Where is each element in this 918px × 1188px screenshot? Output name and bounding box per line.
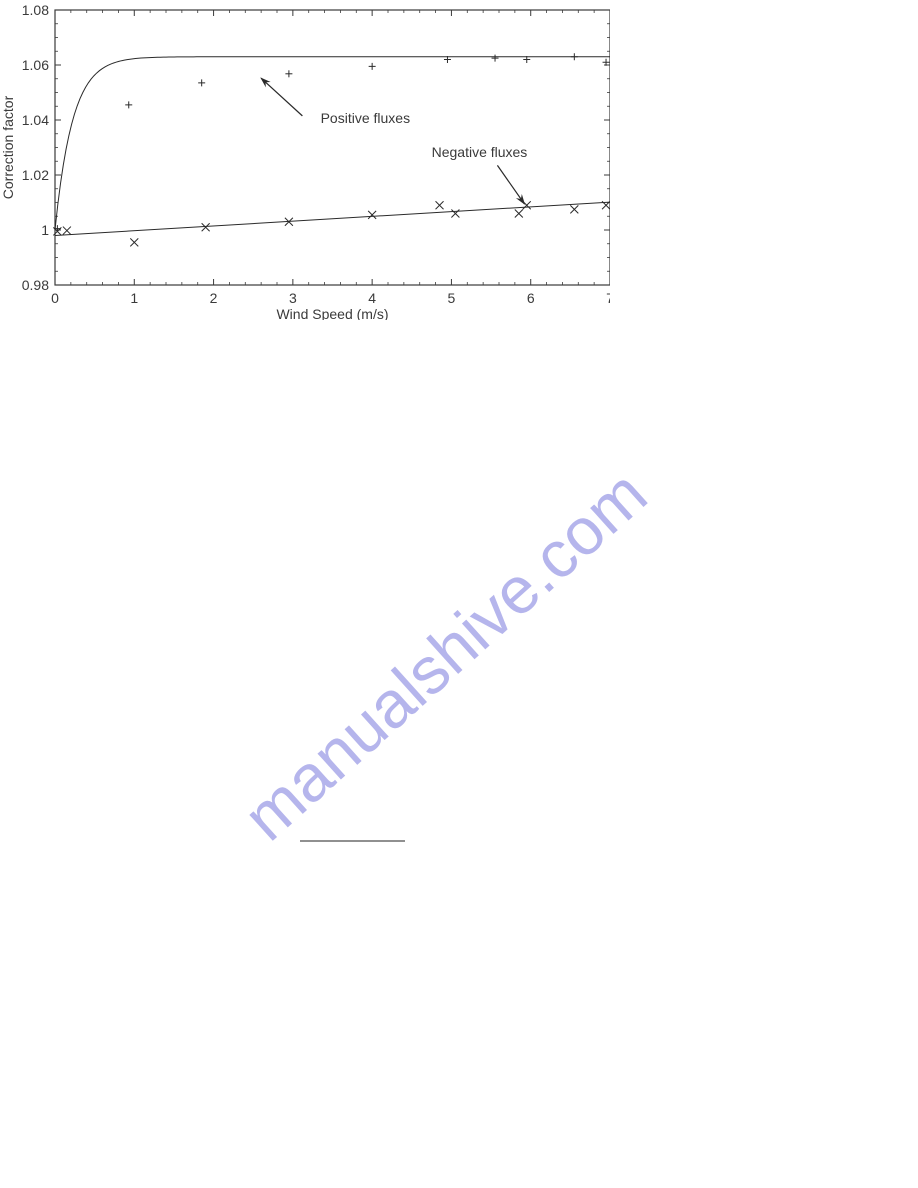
svg-text:1.02: 1.02	[22, 167, 49, 183]
svg-text:0: 0	[51, 290, 59, 306]
correction-factor-chart: 0 1 2 3 4 5 6 7 Wind Speed (m/s) 0.98 1 1.02 1.04 1.0…	[0, 0, 610, 320]
svg-text:1.04: 1.04	[22, 112, 49, 128]
svg-text:3: 3	[289, 290, 297, 306]
svg-text:1: 1	[130, 290, 138, 306]
svg-text:Wind Speed (m/s): Wind Speed (m/s)	[276, 306, 388, 320]
svg-text:1.08: 1.08	[22, 2, 49, 18]
svg-text:Negative fluxes: Negative fluxes	[432, 144, 528, 160]
svg-text:1: 1	[41, 222, 49, 238]
watermark-text: manualshive.com	[229, 455, 662, 855]
svg-text:5: 5	[448, 290, 456, 306]
svg-text:6: 6	[527, 290, 535, 306]
svg-text:Correction factor: Correction factor	[0, 95, 16, 199]
svg-text:2: 2	[210, 290, 218, 306]
svg-text:0.98: 0.98	[22, 277, 49, 293]
underline-stroke	[300, 839, 407, 843]
svg-text:4: 4	[368, 290, 376, 306]
svg-text:Positive fluxes: Positive fluxes	[321, 110, 410, 126]
svg-text:7: 7	[606, 290, 610, 306]
svg-text:1.06: 1.06	[22, 57, 49, 73]
